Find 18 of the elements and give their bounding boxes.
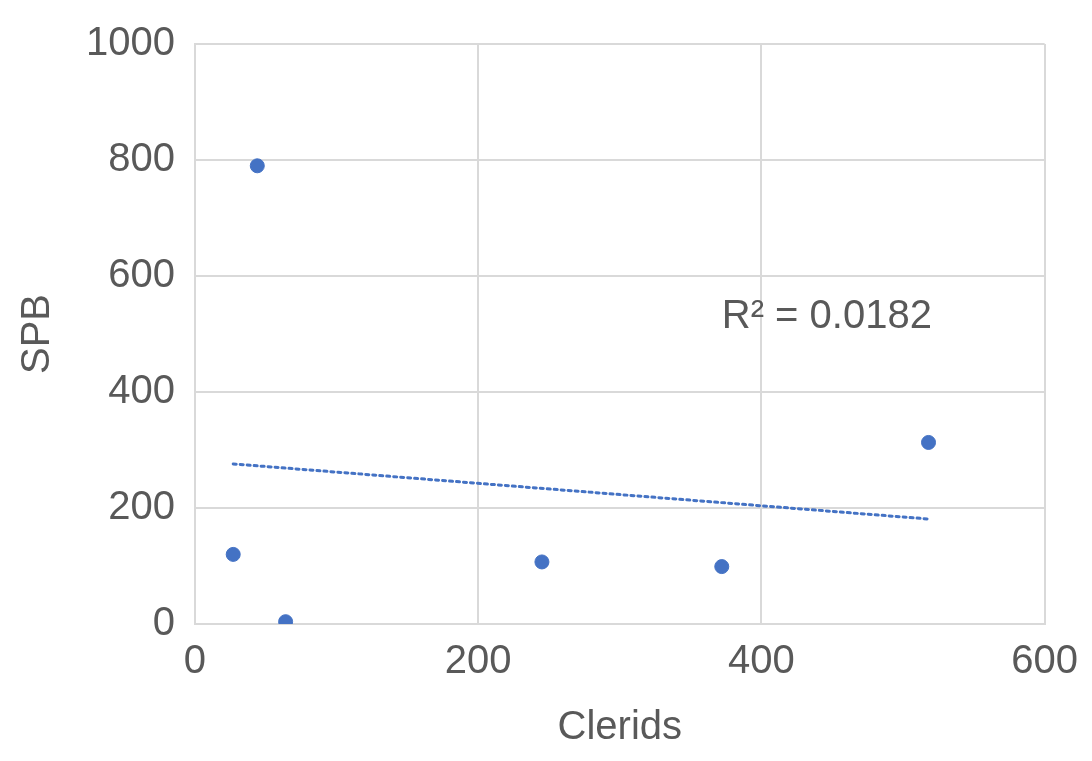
y-tick-label: 1000 — [86, 19, 175, 64]
y-tick-label: 600 — [108, 251, 175, 296]
annotation: R² = 0.0182 — [721, 291, 932, 336]
y-axis-title: SPB — [13, 293, 58, 375]
point — [249, 158, 265, 174]
point — [921, 434, 937, 450]
y-tick-label: 0 — [152, 599, 175, 644]
y-tick-label: 400 — [108, 367, 175, 412]
x-tick-label: 400 — [728, 637, 795, 682]
x-tick-label: 600 — [1011, 637, 1079, 682]
point — [714, 559, 730, 575]
x-tick-label: 200 — [444, 637, 512, 682]
y-tick-label: 200 — [108, 483, 175, 528]
y-tick-label: 800 — [108, 135, 175, 180]
point — [225, 546, 241, 562]
x-tick-label: 0 — [183, 637, 207, 682]
point — [534, 554, 550, 570]
x-axis-title: Clerids — [557, 703, 683, 748]
